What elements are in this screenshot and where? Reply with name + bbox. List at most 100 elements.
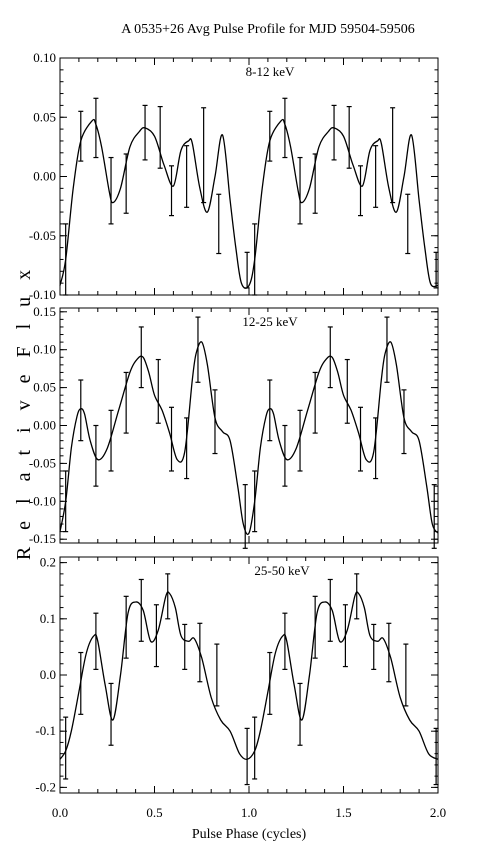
error-bar (312, 371, 318, 434)
error-bar (312, 153, 318, 214)
error-bar (93, 612, 99, 670)
panel-label-25-50-kev: 25-50 keV (254, 563, 310, 578)
error-bar (155, 358, 161, 424)
y-tick-label: -0.1 (35, 723, 56, 738)
y-tick-label: 0.00 (33, 169, 56, 184)
error-bar (282, 424, 288, 487)
y-tick-label: 0.05 (33, 380, 56, 395)
chart-title: A 0535+26 Avg Pulse Profile for MJD 5950… (121, 22, 414, 37)
error-bar (212, 389, 218, 455)
panel-25-50-kev: 25-50 keV -0.2 -0.1 0.0 0.1 0.2 (35, 555, 439, 794)
error-bar (214, 643, 220, 707)
error-bar (108, 156, 114, 225)
model-curve (59, 341, 439, 536)
error-bar (342, 604, 348, 668)
error-bar (297, 409, 303, 472)
error-bar (312, 595, 318, 659)
error-bar (431, 484, 437, 549)
error-bar (252, 716, 258, 780)
y-tick-label: -0.2 (35, 779, 56, 794)
error-bar (93, 97, 99, 159)
error-bar (384, 316, 390, 383)
x-tick-label: 2.0 (430, 805, 446, 820)
error-bar (267, 379, 273, 442)
panel-label-12-25-kev: 12-25 keV (242, 314, 298, 329)
error-bar (201, 107, 207, 204)
plot-frame (59, 307, 439, 544)
error-bar (267, 651, 273, 715)
error-bar (153, 604, 159, 668)
x-tick-label: 0.5 (146, 805, 162, 820)
y-tick-label: -0.05 (29, 228, 56, 243)
x-axis-label: Pulse Phase (cycles) (192, 827, 307, 842)
x-tick-labels: 0.0 0.5 1.0 1.5 2.0 (52, 805, 446, 820)
error-bar (123, 595, 129, 659)
error-bar (123, 153, 129, 214)
error-bar (358, 406, 364, 472)
y-tick-label: 0.10 (33, 50, 56, 65)
error-bar (78, 651, 84, 715)
error-bar (297, 682, 303, 746)
error-bar (123, 371, 129, 434)
error-bar (346, 105, 352, 169)
error-bar (282, 97, 288, 159)
y-tick-label: 0.10 (33, 342, 56, 357)
y-tick-label: 0.15 (33, 304, 56, 319)
error-bar (354, 573, 360, 620)
error-bar (327, 578, 333, 642)
error-bar (63, 470, 69, 533)
error-bar (197, 622, 203, 683)
error-bar (169, 165, 175, 217)
error-bar (252, 223, 258, 296)
error-bar (63, 223, 69, 296)
error-bar (433, 727, 439, 786)
y-tick-label: -0.15 (29, 531, 56, 546)
y-tick-label: 0.05 (33, 109, 56, 124)
error-bar (267, 110, 273, 162)
error-bar (344, 358, 350, 424)
x-tick-label: 0.0 (52, 805, 68, 820)
error-bar (373, 145, 379, 208)
error-bar (331, 104, 337, 161)
model-curve (59, 118, 439, 289)
error-bar (358, 165, 364, 217)
error-bar (78, 110, 84, 162)
plot-frame (59, 556, 439, 794)
error-bar (386, 622, 392, 683)
error-bar (165, 573, 171, 620)
error-bar (169, 406, 175, 472)
error-bar (142, 104, 148, 161)
y-tick-label: -0.10 (29, 493, 56, 508)
panel-label-8-12-kev: 8-12 keV (246, 64, 295, 79)
error-bar (373, 417, 379, 480)
error-bar (195, 316, 201, 383)
error-bar (184, 417, 190, 480)
error-bar (403, 643, 409, 707)
y-tick-label: -0.10 (29, 287, 56, 302)
panel-12-25-kev: 12-25 keV -0.15 -0.10 -0.05 0.00 0.05 0.10 0.1… (29, 304, 439, 549)
panel-8-12-kev: 8-12 keV -0.10 -0.05 0.00 0.05 0.10 (29, 50, 439, 302)
error-bar (157, 105, 163, 169)
error-bar (108, 409, 114, 472)
error-bar (371, 623, 377, 670)
error-bar (433, 251, 439, 289)
error-bar (252, 470, 258, 533)
error-bar (297, 156, 303, 225)
error-bar (405, 193, 411, 255)
error-bar (327, 326, 333, 389)
error-bar (184, 145, 190, 208)
y-tick-label: 0.00 (33, 418, 56, 433)
y-tick-label: 0.2 (40, 555, 56, 570)
y-axis-label: R e l a t i v e F l u x (13, 264, 35, 560)
error-bar (244, 251, 250, 289)
x-tick-label: 1.0 (241, 805, 257, 820)
y-tick-label: 0.0 (40, 667, 56, 682)
error-bar (108, 682, 114, 746)
error-bar (242, 484, 248, 549)
error-bar (182, 623, 188, 670)
plot-frame (59, 57, 439, 296)
error-bar (216, 193, 222, 255)
error-bar (401, 389, 407, 455)
error-bar (63, 716, 69, 780)
